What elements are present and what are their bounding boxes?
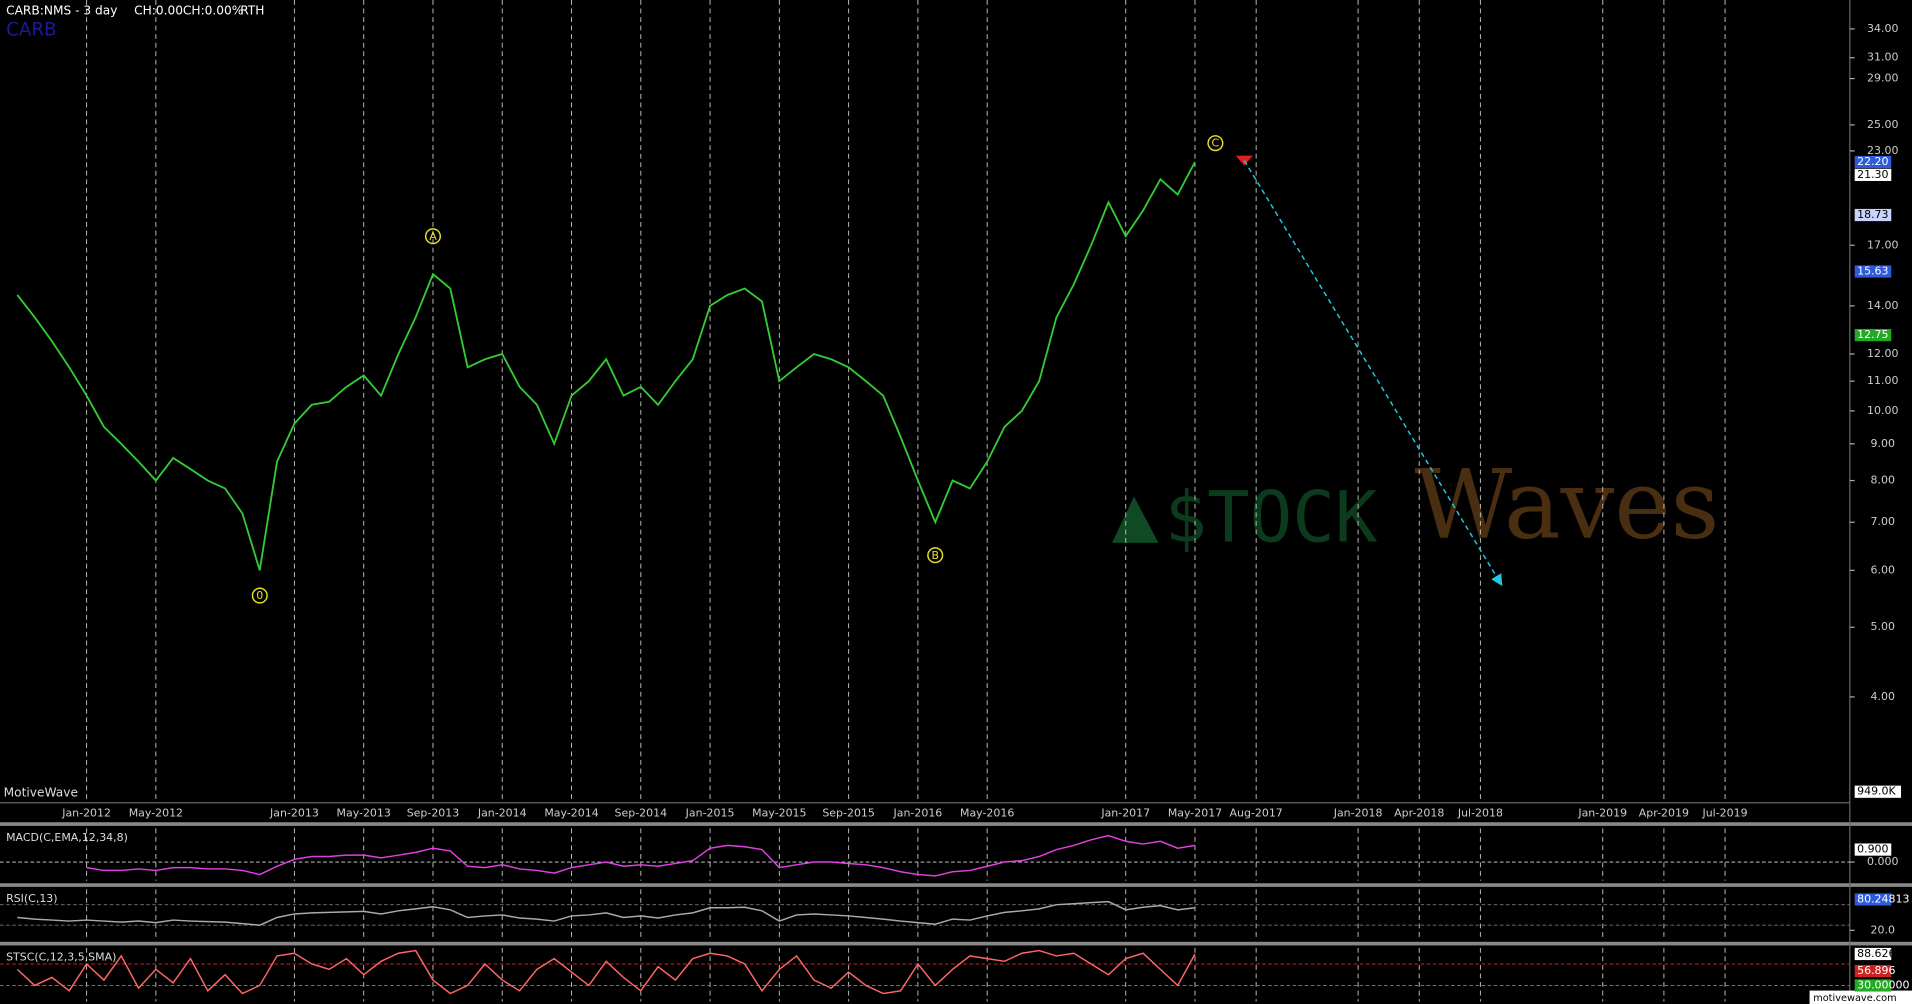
wave-circle (927, 547, 944, 564)
status: CH:0.00 (134, 3, 183, 17)
y-tick-label: 14.00 (1867, 299, 1898, 312)
value-marker-label: 56.896 (1857, 964, 1895, 977)
indicator-title: MACD(C,EMA,12,34,8) (6, 831, 128, 844)
value-marker (1854, 979, 1892, 992)
watermark-icon (1112, 496, 1159, 543)
y-tick-label: 11.00 (1867, 374, 1898, 387)
wave-circle (251, 587, 268, 604)
y-tick-label: 29.00 (1867, 72, 1898, 85)
x-tick-label: Jan-2014 (477, 807, 527, 820)
x-tick-label: Jul-2019 (1702, 807, 1748, 820)
x-tick-label: Jul-2018 (1457, 807, 1503, 820)
value-marker-label: 18.73 (1857, 208, 1888, 221)
x-tick-label: Apr-2019 (1639, 807, 1689, 820)
y-tick-label: 10.00 (1867, 404, 1898, 417)
y-tick-label: 8.00 (1871, 474, 1895, 487)
separator (0, 822, 1912, 826)
x-tick-label: Jan-2016 (893, 807, 943, 820)
separator (0, 883, 1912, 887)
value-marker-label: 21.30 (1857, 168, 1888, 181)
chart-title: CARB:NMS - 3 day (6, 3, 117, 17)
value-marker (1854, 893, 1892, 906)
volume-label: 949.0K (1857, 785, 1896, 798)
value-marker-label: 88.626 (1857, 947, 1895, 960)
value-marker (1854, 964, 1892, 978)
value-marker (1854, 208, 1892, 222)
wave-label: C (1212, 137, 1220, 150)
value-marker-label: 30.00000 (1857, 978, 1909, 991)
x-tick-label: Aug-2017 (1230, 807, 1283, 820)
y-tick-label: 12.00 (1867, 347, 1898, 360)
x-tick-label: Jan-2019 (1577, 807, 1627, 820)
y-tick-label: 9.00 (1871, 437, 1895, 450)
value-marker-label: 22.20 (1857, 155, 1888, 168)
y-tick-label: 23.00 (1867, 144, 1898, 157)
x-tick-label: May-2017 (1168, 807, 1222, 820)
x-tick-label: Jan-2018 (1333, 807, 1383, 820)
x-tick-label: Jan-2015 (685, 807, 735, 820)
indicator-line (16, 949, 1196, 995)
price-line (16, 161, 1196, 571)
x-tick-label: May-2015 (752, 807, 806, 820)
x-tick-label: Jan-2012 (61, 807, 111, 820)
value-marker (1854, 947, 1892, 961)
x-tick-label: May-2012 (129, 807, 183, 820)
y-tick-label: 17.00 (1867, 238, 1898, 251)
y-tick-label: 4.00 (1871, 690, 1895, 703)
wave-circle (1207, 135, 1224, 152)
indicator-line (17, 900, 1196, 926)
y-tick-label: 34.00 (1867, 22, 1898, 35)
value-marker (1854, 843, 1892, 856)
footer: motivewave.com (1813, 993, 1896, 1004)
value-marker-label: 80.24813 (1857, 892, 1909, 905)
x-tick-label: Apr-2018 (1394, 807, 1444, 820)
indicator-title: RSI(C,13) (6, 892, 57, 905)
value-marker-label: 15.63 (1857, 264, 1888, 277)
y-tick-label: 20.0 (1871, 923, 1895, 936)
y-tick-label: 25.00 (1867, 118, 1898, 131)
wave-label: 0 (256, 589, 263, 602)
wave-label: A (429, 230, 437, 243)
status: CH:0.00% (183, 3, 243, 17)
x-tick-label: May-2014 (544, 807, 598, 820)
indicator-line (86, 834, 1196, 877)
x-tick-label: May-2013 (337, 807, 391, 820)
value-marker (1854, 168, 1892, 181)
wave-circle (424, 228, 442, 245)
x-tick-label: Jan-2013 (269, 807, 319, 820)
projection-arrow (1243, 160, 1503, 587)
x-tick-label: Sep-2013 (407, 807, 460, 820)
y-tick-label: 6.00 (1871, 563, 1895, 576)
x-tick-label: May-2016 (960, 807, 1014, 820)
brand: MotiveWave (4, 785, 78, 799)
y-tick-label: 31.00 (1867, 51, 1898, 64)
status: RTH (240, 3, 264, 17)
value-marker (1854, 265, 1892, 278)
indicator-title: STSC(C,12,3,5,SMA) (6, 951, 116, 964)
value-marker (1854, 328, 1892, 342)
symbol: CARB (6, 19, 57, 40)
x-tick-label: Sep-2015 (822, 807, 875, 820)
footer-box (1809, 990, 1912, 1004)
y-tick-label: 0.000 (1867, 855, 1898, 868)
y-tick-label: 7.00 (1871, 515, 1895, 528)
watermark: $TOCK (1165, 476, 1378, 559)
value-marker (1854, 155, 1892, 169)
value-marker-label: 0.900 (1857, 843, 1888, 856)
value-marker-label: 12.75 (1857, 328, 1888, 341)
watermark: Waves (1414, 450, 1719, 560)
x-tick-label: Jan-2017 (1100, 807, 1150, 820)
y-tick-label: 5.00 (1871, 620, 1895, 633)
wave-label: B (931, 549, 939, 562)
x-tick-label: Sep-2014 (615, 807, 668, 820)
volume-marker (1854, 785, 1902, 798)
separator (0, 941, 1912, 946)
